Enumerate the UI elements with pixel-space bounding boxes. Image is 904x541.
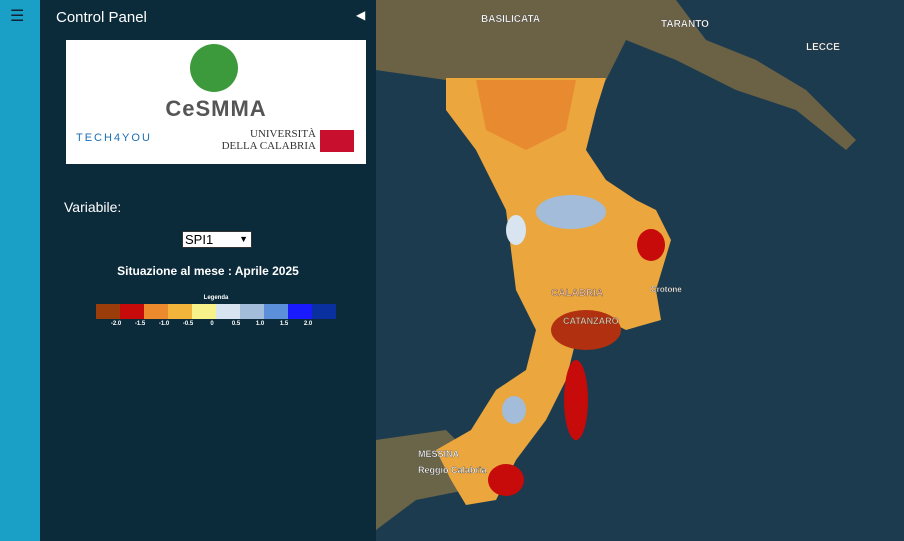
spi-patch <box>502 396 526 424</box>
legend-swatch <box>96 304 120 319</box>
legend-swatch <box>240 304 264 319</box>
legend-label: -1.5 <box>134 321 146 327</box>
legend-swatch <box>312 304 336 319</box>
legend-label: -1.0 <box>158 321 170 327</box>
calabria-spi <box>436 78 671 505</box>
legend-label: 0.5 <box>231 321 241 327</box>
legend-label: 0 <box>210 321 214 327</box>
logo-text: TECH4YOU <box>76 132 152 144</box>
map-label: LECCE <box>806 42 840 53</box>
legend: Legenda -2.0 -1.5 -1.0 -0.5 0 0.5 1.0 1.5 2.0 <box>96 294 336 334</box>
map-label: TARANTO <box>661 19 709 30</box>
map-label: Reggio Calabria <box>418 465 488 475</box>
map-label: Crotone <box>651 285 682 294</box>
spi-patch <box>536 195 606 229</box>
spi-patch <box>564 360 588 440</box>
legend-swatch <box>288 304 312 319</box>
spi-patch <box>488 464 524 496</box>
legend-swatch <box>192 304 216 319</box>
legend-swatch <box>216 304 240 319</box>
logo-text: UNIVERSITÀ DELLA CALABRIA <box>221 128 316 152</box>
select-value: SPI1 <box>185 232 214 247</box>
logo-tree <box>190 44 238 92</box>
logo-mark <box>320 130 354 152</box>
situation-text: Situazione al mese : Aprile 2025 <box>117 264 299 278</box>
legend-swatch <box>168 304 192 319</box>
panel-title: Control Panel <box>56 9 147 26</box>
legend-swatch <box>264 304 288 319</box>
legend-swatch <box>120 304 144 319</box>
map-label: BASILICATA <box>481 14 540 25</box>
legend-label: -2.0 <box>110 321 122 327</box>
collapse-button[interactable]: ◀ <box>356 8 366 22</box>
legend-label: 1.0 <box>255 321 265 327</box>
spi-patch <box>476 80 576 150</box>
legend-label: 2.0 <box>303 321 313 327</box>
spi-patch <box>637 229 665 261</box>
legend-swatch <box>144 304 168 319</box>
control-panel: Control Panel ◀ CeSMMA TECH4YOU UNIVERSI… <box>40 0 376 541</box>
logo-box: CeSMMA TECH4YOU UNIVERSITÀ DELLA CALABRI… <box>66 40 366 164</box>
variable-label: Variabile: <box>64 199 122 215</box>
logo-text: CeSMMA <box>165 96 267 121</box>
map-label: CALABRIA <box>551 288 603 299</box>
spi-patch <box>551 310 621 350</box>
map-label: MESSINA <box>418 449 460 459</box>
legend-label: -0.5 <box>182 321 194 327</box>
legend-label: 1.5 <box>279 321 289 327</box>
spi-patch <box>506 215 526 245</box>
map: BASILICATA TARANTO LECCE CALABRIA Croton… <box>376 0 904 541</box>
map-label: CATANZARO <box>563 316 619 326</box>
sidebar-strip: ☰ <box>0 0 40 541</box>
legend-title: Legenda <box>203 295 229 301</box>
variable-select[interactable]: SPI1 ▼ <box>182 231 252 248</box>
menu-button[interactable]: ☰ <box>10 8 25 25</box>
